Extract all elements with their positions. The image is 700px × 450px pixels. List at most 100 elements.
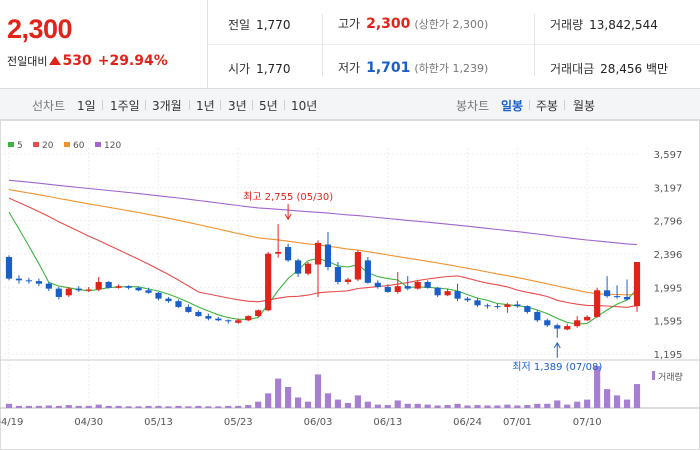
- volume-bar: [275, 378, 282, 408]
- volume-bar: [294, 397, 302, 408]
- candle-body: [474, 300, 481, 306]
- tab-monthly[interactable]: 월봉: [573, 99, 596, 113]
- volume-bar: [324, 393, 332, 408]
- upper-limit: (상한가 2,300): [414, 18, 489, 31]
- volume-bar: [534, 403, 541, 408]
- low-price: 저가 1,701 (하한가 1,239): [338, 59, 488, 76]
- ma60-line: [8, 189, 638, 296]
- volume-bar: [384, 405, 391, 408]
- candle-body: [613, 296, 621, 298]
- candle-body: [524, 306, 531, 312]
- tab-1w[interactable]: 1주일: [110, 99, 140, 113]
- volume-bar: [55, 405, 62, 408]
- candle-body: [504, 304, 511, 307]
- candle-body: [444, 291, 451, 296]
- candle-body: [65, 288, 72, 296]
- volume-bar: [334, 399, 342, 408]
- candle-body: [125, 286, 132, 288]
- candle-body: [205, 316, 212, 319]
- candle-body: [623, 296, 631, 300]
- candle-body: [594, 290, 601, 317]
- candle-body: [324, 244, 332, 267]
- legend-label: 5: [17, 141, 23, 151]
- candle-body: [145, 290, 152, 293]
- tab-divider: [564, 100, 565, 110]
- volume-bar: [235, 405, 242, 408]
- volume-bar: [195, 405, 202, 408]
- candle-body: [55, 288, 62, 297]
- tab-daily[interactable]: 일봉: [501, 99, 524, 113]
- high-label: 고가: [338, 17, 361, 31]
- volume-bar: [374, 404, 381, 408]
- stock-chart[interactable]: 3,597 3,197 2,796 2,396 1,995 1,595 1,195 04/19…: [0, 120, 700, 450]
- volume-bar: [255, 401, 262, 408]
- legend-label: 120: [104, 141, 121, 151]
- candle-body: [604, 290, 611, 297]
- volume-bar: [484, 405, 491, 408]
- low-annotation: 최저 1,389 (07/08): [512, 361, 602, 373]
- x-tick-label: 07/01: [503, 417, 532, 428]
- candle-body: [245, 316, 252, 321]
- candle-chart-label: 봉차트: [456, 99, 490, 113]
- y-tick-label: 2,396: [654, 250, 683, 261]
- low-arrow-icon: [553, 341, 561, 349]
- tab-weekly[interactable]: 주봉: [536, 99, 559, 113]
- volume-bar: [304, 401, 312, 408]
- volume-bar: [474, 405, 481, 408]
- candle-body: [514, 304, 521, 307]
- volume-bar: [225, 405, 232, 408]
- high-arrow-icon: [284, 213, 292, 221]
- candle-body: [35, 281, 42, 284]
- prev-close: 전일 1,770: [228, 16, 290, 33]
- volume-bar: [205, 406, 212, 408]
- candle-body: [155, 292, 162, 299]
- candle-body: [15, 278, 23, 281]
- volume-bar: [544, 403, 551, 408]
- candle-body: [394, 286, 401, 292]
- x-tick-label: 06/03: [304, 417, 333, 428]
- y-tick-label: 1,995: [654, 283, 683, 294]
- candle-body: [554, 325, 561, 329]
- candle-body: [85, 289, 92, 291]
- candle-body: [195, 311, 202, 317]
- candle-body: [5, 256, 13, 279]
- x-tick-label: 04/19: [0, 417, 23, 428]
- candle-body: [304, 263, 312, 274]
- volume-bar: [25, 405, 33, 408]
- candle-body: [105, 281, 112, 288]
- y-tick-label: 2,796: [654, 217, 683, 228]
- y-tick-label: 1,595: [654, 317, 683, 328]
- ma5-line: [8, 211, 638, 325]
- ma120-line: [8, 179, 638, 246]
- volume-bar: [414, 403, 421, 408]
- volume-bar: [584, 399, 591, 408]
- price-box: 2,300 전일대비 530 +29.94%: [0, 0, 208, 88]
- candle-body: [424, 281, 431, 288]
- legend-label: 60: [73, 141, 85, 151]
- candle-body: [494, 306, 501, 308]
- tab-10y[interactable]: 10년: [291, 99, 318, 113]
- tab-3m[interactable]: 3개월: [152, 99, 182, 113]
- col-divider: [534, 14, 535, 76]
- chart-tab-bar: 선차트 1일 1주일 3개월 1년 3년 5년 10년 봉차트 일봉 주봉 월봉: [0, 89, 700, 120]
- tab-3y[interactable]: 3년: [228, 99, 247, 113]
- candle-body: [374, 282, 381, 287]
- candle-body: [314, 242, 322, 265]
- volume-bar: [45, 405, 52, 408]
- volume-bar: [344, 402, 352, 408]
- volume-bar: [65, 405, 72, 408]
- tab-1d[interactable]: 1일: [77, 99, 96, 113]
- tab-1y[interactable]: 1년: [196, 99, 215, 113]
- volume-bar: [85, 405, 92, 408]
- volume-bar: [5, 403, 13, 408]
- volume-bar: [434, 405, 441, 408]
- volume-bar: [604, 389, 611, 408]
- tab-5y[interactable]: 5년: [259, 99, 278, 113]
- candle-body: [135, 287, 142, 291]
- candle-body: [574, 320, 581, 327]
- volume-bar: [564, 404, 571, 408]
- candle-body: [564, 326, 571, 330]
- candle-body: [115, 286, 122, 288]
- volume-bar: [135, 406, 142, 408]
- volume-bar: [185, 406, 192, 408]
